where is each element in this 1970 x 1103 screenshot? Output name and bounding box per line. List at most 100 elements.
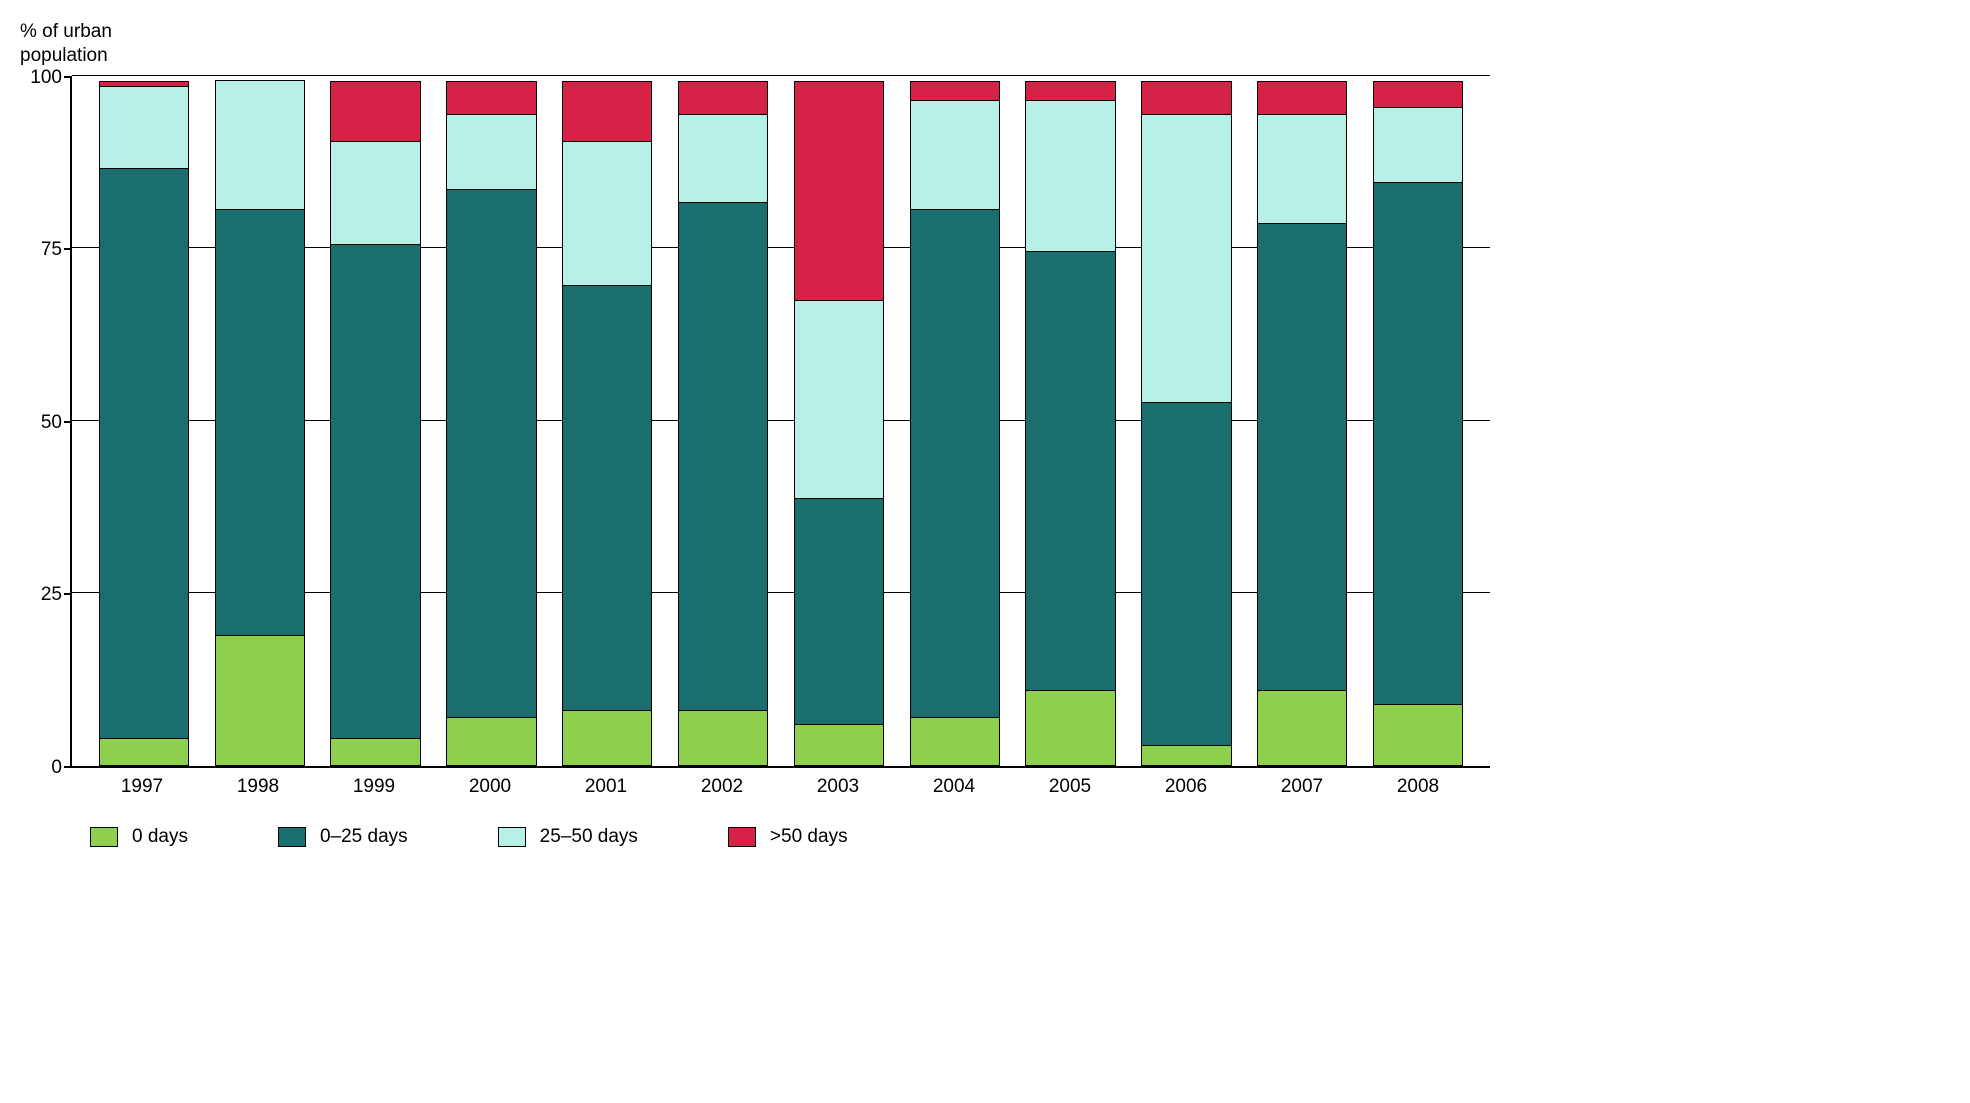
bar-segment: [99, 738, 189, 766]
bar: [330, 78, 420, 766]
legend-label: 0 days: [132, 826, 188, 848]
bar-slot: [86, 78, 202, 766]
y-axis: 0255075100: [20, 78, 70, 768]
bar-segment: [1141, 81, 1231, 115]
y-axis-title: % of urban population: [20, 20, 1490, 68]
bar-segment: [678, 202, 768, 711]
bar-segment: [910, 81, 1000, 102]
legend-label: 0–25 days: [320, 826, 408, 848]
legend-item: 0–25 days: [278, 826, 408, 848]
bar-segment: [794, 724, 884, 765]
y-tick-label: 50: [41, 412, 62, 434]
y-axis-title-line1: % of urban: [20, 21, 112, 42]
legend-label: 25–50 days: [540, 826, 638, 848]
x-tick-label: 2001: [548, 776, 664, 798]
bar-segment: [1257, 223, 1347, 691]
bar-segment: [99, 168, 189, 739]
bar-segment: [1373, 182, 1463, 705]
legend-swatch: [728, 827, 756, 847]
legend-item: 0 days: [90, 826, 188, 848]
bar-segment: [446, 114, 536, 190]
bar-segment: [794, 81, 884, 301]
bar-segment: [1373, 81, 1463, 109]
bar-segment: [794, 498, 884, 725]
chart-container: % of urban population 0255075100 1997199…: [20, 20, 1490, 848]
legend-swatch: [90, 827, 118, 847]
bar-segment: [215, 635, 305, 766]
bar: [678, 78, 768, 766]
y-tick-label: 0: [51, 757, 62, 779]
x-tick-label: 2005: [1012, 776, 1128, 798]
bar-slot: [897, 78, 1013, 766]
bar: [1025, 78, 1115, 766]
legend-swatch: [498, 827, 526, 847]
bar: [910, 78, 1000, 766]
x-tick-label: 2003: [780, 776, 896, 798]
bar-segment: [678, 81, 768, 115]
bar-segment: [1257, 81, 1347, 115]
legend-label: >50 days: [770, 826, 848, 848]
bar-segment: [1025, 690, 1115, 766]
x-tick-label: 2008: [1360, 776, 1476, 798]
x-tick-label: 2002: [664, 776, 780, 798]
bar-segment: [910, 717, 1000, 765]
bar-slot: [1013, 78, 1129, 766]
bar-slot: [318, 78, 434, 766]
bar-segment: [215, 80, 305, 211]
bar: [562, 78, 652, 766]
y-tick-label: 25: [41, 584, 62, 606]
bar: [446, 78, 536, 766]
bar-slot: [1128, 78, 1244, 766]
x-tick-label: 1998: [200, 776, 316, 798]
gridline: [72, 75, 1490, 76]
bar-segment: [562, 285, 652, 712]
bar-segment: [562, 81, 652, 143]
bar-segment: [330, 244, 420, 739]
bar-segment: [1141, 745, 1231, 766]
bar: [794, 78, 884, 766]
x-tick-label: 2004: [896, 776, 1012, 798]
bar-slot: [202, 78, 318, 766]
plot-row: 0255075100: [20, 78, 1490, 768]
bar-slot: [665, 78, 781, 766]
bar: [1257, 78, 1347, 766]
bar-slot: [433, 78, 549, 766]
bar-slot: [1360, 78, 1476, 766]
plot-area: [70, 78, 1490, 768]
bar-slot: [1244, 78, 1360, 766]
bar-segment: [1257, 114, 1347, 224]
bar-slot: [781, 78, 897, 766]
bar-segment: [562, 710, 652, 765]
bar-segment: [215, 209, 305, 636]
bar: [1373, 78, 1463, 766]
bar: [1141, 78, 1231, 766]
bar-segment: [330, 141, 420, 244]
legend-swatch: [278, 827, 306, 847]
bar-segment: [678, 114, 768, 203]
bar-segment: [446, 717, 536, 765]
x-axis: 1997199819992000200120022003200420052006…: [70, 776, 1490, 798]
bar-segment: [99, 86, 189, 169]
x-tick-label: 2000: [432, 776, 548, 798]
bar-segment: [1257, 690, 1347, 766]
bar-segment: [794, 300, 884, 500]
y-tick-label: 100: [30, 67, 62, 89]
bar-segment: [1373, 704, 1463, 766]
bar-segment: [678, 710, 768, 765]
bar-segment: [330, 81, 420, 143]
y-axis-title-line2: population: [20, 45, 108, 66]
bar-segment: [446, 81, 536, 115]
bar-segment: [330, 738, 420, 766]
x-tick-label: 1997: [84, 776, 200, 798]
bar-segment: [562, 141, 652, 285]
bar: [215, 78, 305, 766]
bar-segment: [1025, 251, 1115, 691]
bar-segment: [910, 100, 1000, 210]
bar: [99, 78, 189, 766]
bar-segment: [446, 189, 536, 719]
bar-segment: [1373, 107, 1463, 183]
x-tick-label: 2007: [1244, 776, 1360, 798]
legend-item: >50 days: [728, 826, 848, 848]
x-tick-label: 2006: [1128, 776, 1244, 798]
bar-segment: [1025, 100, 1115, 251]
